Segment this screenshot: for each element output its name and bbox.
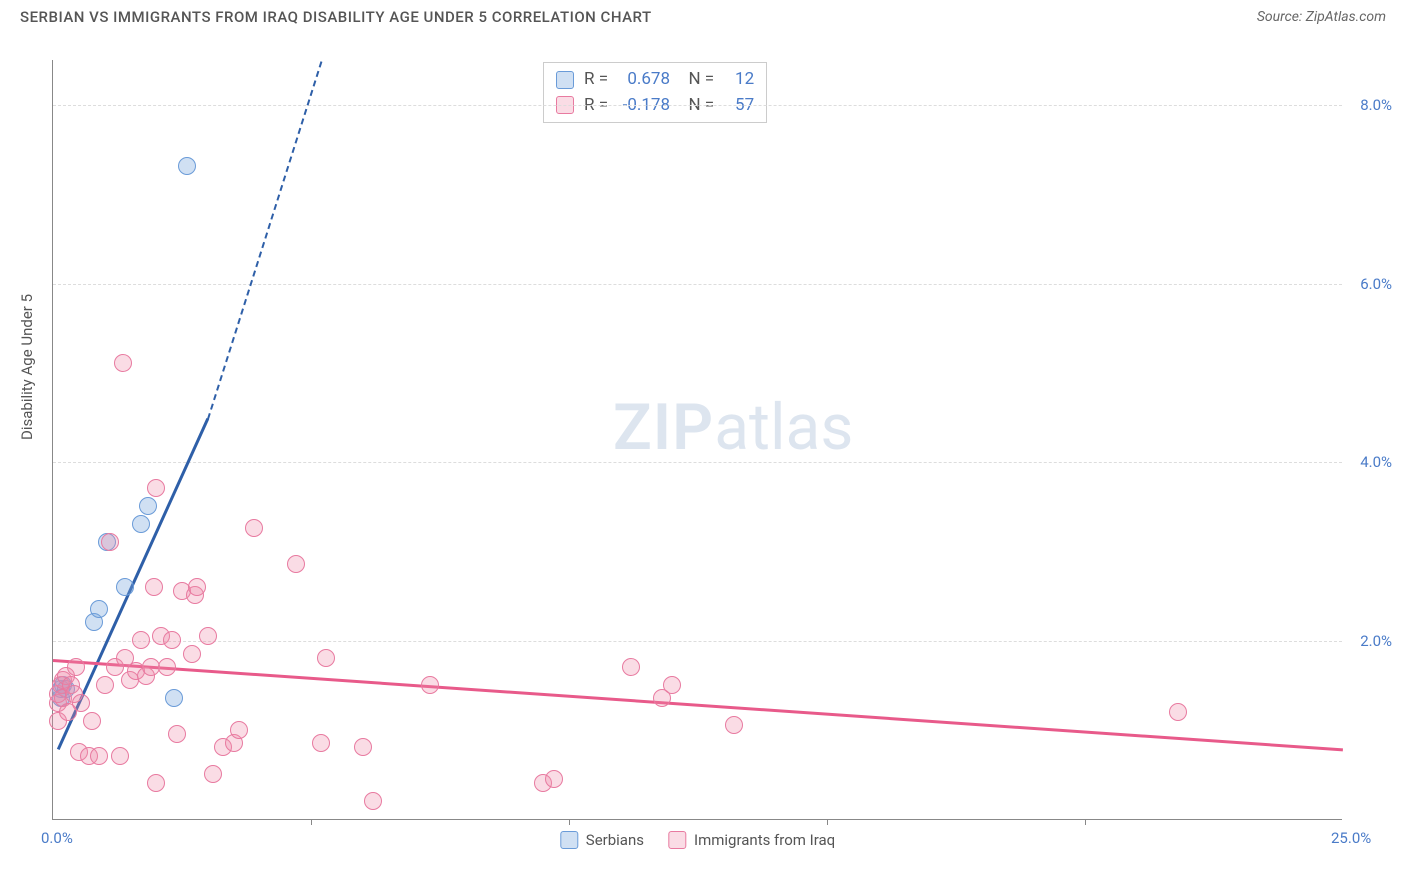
watermark: ZIPatlas: [613, 390, 853, 465]
data-point: [147, 479, 165, 497]
data-point: [199, 627, 217, 645]
gridline: [53, 462, 1342, 463]
watermark-zip: ZIP: [613, 390, 714, 465]
stats-n-value-0: 12: [724, 67, 754, 93]
legend-label-1: Immigrants from Iraq: [694, 831, 835, 849]
data-point: [96, 676, 114, 694]
data-point: [158, 658, 176, 676]
trendline-1: [53, 659, 1343, 751]
data-point: [145, 578, 163, 596]
legend: Serbians Immigrants from Iraq: [560, 831, 835, 849]
data-point: [354, 738, 372, 756]
data-point: [90, 600, 108, 618]
data-point: [132, 631, 150, 649]
stats-r-label: R =: [584, 67, 608, 93]
data-point: [147, 774, 165, 792]
data-point: [245, 519, 263, 537]
data-point: [725, 716, 743, 734]
source-label: Source: ZipAtlas.com: [1257, 9, 1386, 25]
trendline-dash-0: [207, 61, 322, 419]
y-tick-label: 2.0%: [1360, 632, 1392, 650]
legend-item-serbians: Serbians: [560, 831, 644, 849]
gridline: [53, 284, 1342, 285]
legend-swatch-serbians: [560, 831, 578, 849]
stats-row-serbians: R = 0.678 N = 12: [556, 67, 754, 93]
data-point: [622, 658, 640, 676]
data-point: [139, 497, 157, 515]
x-tick-label: 25.0%: [1331, 829, 1371, 847]
y-tick-label: 8.0%: [1360, 96, 1392, 114]
data-point: [317, 649, 335, 667]
data-point: [101, 533, 119, 551]
x-tick-label: 0.0%: [41, 829, 73, 847]
gridline: [53, 105, 1342, 106]
data-point: [90, 747, 108, 765]
legend-label-0: Serbians: [586, 831, 644, 849]
x-tick-mark: [1085, 819, 1086, 825]
chart-title: SERBIAN VS IMMIGRANTS FROM IRAQ DISABILI…: [20, 8, 652, 26]
x-tick-mark: [569, 819, 570, 825]
data-point: [1169, 703, 1187, 721]
watermark-atlas: atlas: [714, 390, 853, 465]
data-point: [421, 676, 439, 694]
data-point: [287, 555, 305, 573]
stats-n-label: N =: [680, 67, 714, 93]
data-point: [111, 747, 129, 765]
swatch-serbians: [556, 71, 574, 89]
data-point: [545, 770, 563, 788]
data-point: [116, 578, 134, 596]
data-point: [114, 354, 132, 372]
data-point: [204, 765, 222, 783]
data-point: [230, 721, 248, 739]
y-axis-label: Disability Age Under 5: [18, 294, 36, 440]
data-point: [188, 578, 206, 596]
gridline: [53, 641, 1342, 642]
chart-plot-area: ZIPatlas R = 0.678 N = 12 R = -0.178 N =…: [52, 60, 1342, 820]
data-point: [67, 658, 85, 676]
data-point: [312, 734, 330, 752]
data-point: [663, 676, 681, 694]
y-tick-label: 4.0%: [1360, 453, 1392, 471]
data-point: [132, 515, 150, 533]
data-point: [83, 712, 101, 730]
data-point: [178, 157, 196, 175]
data-point: [163, 631, 181, 649]
x-tick-mark: [311, 819, 312, 825]
x-tick-mark: [827, 819, 828, 825]
legend-swatch-iraq: [668, 831, 686, 849]
stats-legend-box: R = 0.678 N = 12 R = -0.178 N = 57: [543, 62, 767, 123]
stats-r-value-0: 0.678: [618, 67, 670, 93]
data-point: [72, 694, 90, 712]
data-point: [183, 645, 201, 663]
data-point: [168, 725, 186, 743]
data-point: [165, 689, 183, 707]
data-point: [364, 792, 382, 810]
legend-item-iraq: Immigrants from Iraq: [668, 831, 835, 849]
y-tick-label: 6.0%: [1360, 275, 1392, 293]
